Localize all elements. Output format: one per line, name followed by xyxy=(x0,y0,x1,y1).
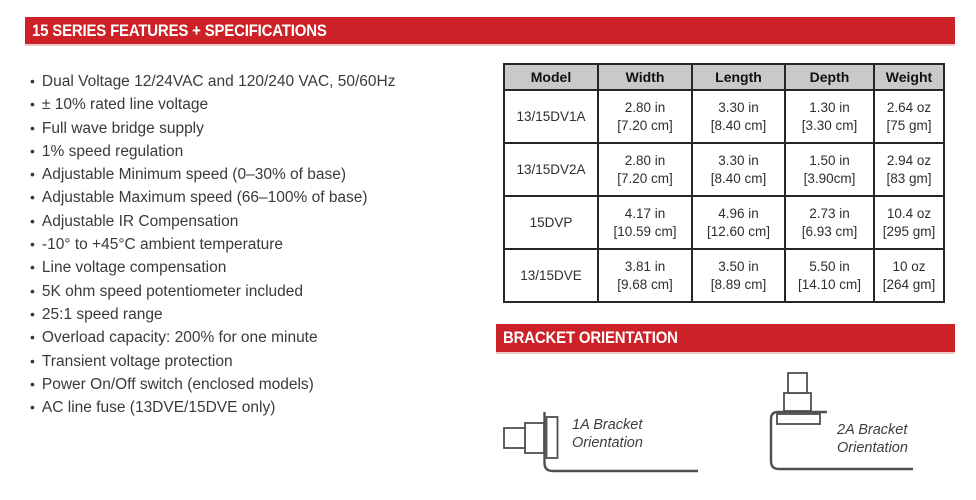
model-cell: 13/15DVE xyxy=(503,248,599,303)
bracket-2a-plate xyxy=(776,413,821,425)
column-header: Width xyxy=(597,63,693,91)
feature-item: Overload capacity: 200% for one minute xyxy=(30,326,500,349)
column-header: Depth xyxy=(784,63,875,91)
feature-item: AC line fuse (13DVE/15DVE only) xyxy=(30,396,500,419)
model-cell: 13/15DV2A xyxy=(503,142,599,197)
table-row: 13/15DV1A 2.80 in [7.20 cm] 3.30 in [8.40 cm… xyxy=(503,89,945,144)
bracket-2a-angle xyxy=(769,410,913,471)
dimension-cell: 2.80 in [7.20 cm] xyxy=(597,142,693,197)
bracket-2a-shaft xyxy=(787,372,808,394)
dimension-cell: 2.94 oz [83 gm] xyxy=(873,142,945,197)
model-cell: 15DVP xyxy=(503,195,599,250)
bracket-2a-label-line1: 2A Bracket xyxy=(837,422,908,438)
dimension-cell: 2.73 in [6.93 cm] xyxy=(784,195,875,250)
bracket-1a-label: 1A Bracket Orientation xyxy=(572,417,643,452)
spec-table-body: 13/15DV1A 2.80 in [7.20 cm] 3.30 in [8.40 cm… xyxy=(503,89,945,303)
features-list: Dual Voltage 12/24VAC and 120/240 VAC, 5… xyxy=(30,70,500,419)
bracket-1a-plate xyxy=(545,416,559,459)
feature-item: 1% speed regulation xyxy=(30,140,500,163)
features-header-title: 15 SERIES FEATURES + SPECIFICATIONS xyxy=(32,20,327,40)
table-row: 13/15DVE 3.81 in [9.68 cm] 3.50 in [8.89 cm]… xyxy=(503,248,945,303)
table-row: 13/15DV2A 2.80 in [7.20 cm] 3.30 in [8.40 cm… xyxy=(503,142,945,197)
dimension-cell: 1.30 in [3.30 cm] xyxy=(784,89,875,144)
bracket-header-title: BRACKET ORIENTATION xyxy=(503,328,678,347)
bracket-2a-diagram xyxy=(769,372,913,471)
feature-item: Dual Voltage 12/24VAC and 120/240 VAC, 5… xyxy=(30,70,500,93)
dimension-cell: 5.50 in [14.10 cm] xyxy=(784,248,875,303)
features-header-bar: 15 SERIES FEATURES + SPECIFICATIONS xyxy=(25,17,955,44)
feature-item: Transient voltage protection xyxy=(30,350,500,373)
column-header: Model xyxy=(503,63,599,91)
bracket-2a-label: 2A Bracket Orientation xyxy=(837,422,908,457)
spec-table-header-row: Model Width Length Depth Weight xyxy=(503,63,945,91)
bracket-header-bar: BRACKET ORIENTATION xyxy=(496,324,955,352)
feature-item: -10° to +45°C ambient temperature xyxy=(30,233,500,256)
dimension-cell: 2.64 oz [75 gm] xyxy=(873,89,945,144)
feature-item: Full wave bridge supply xyxy=(30,117,500,140)
bracket-1a-label-line2: Orientation xyxy=(572,434,643,451)
dimension-cell: 10.4 oz [295 gm] xyxy=(873,195,945,250)
bracket-2a-label-line2: Orientation xyxy=(837,439,908,456)
model-cell: 13/15DV1A xyxy=(503,89,599,144)
dimension-cell: 3.81 in [9.68 cm] xyxy=(597,248,693,303)
feature-item: Power On/Off switch (enclosed models) xyxy=(30,373,500,396)
feature-item: Adjustable IR Compensation xyxy=(30,210,500,233)
dimension-cell: 3.50 in [8.89 cm] xyxy=(691,248,786,303)
dimension-cell: 4.17 in [10.59 cm] xyxy=(597,195,693,250)
column-header: Weight xyxy=(873,63,945,91)
bracket-1a-diagram xyxy=(503,412,698,473)
feature-item: Adjustable Maximum speed (66–100% of bas… xyxy=(30,186,500,209)
bracket-1a-shaft xyxy=(503,427,526,449)
dimension-cell: 4.96 in [12.60 cm] xyxy=(691,195,786,250)
bracket-2a-bushing xyxy=(783,392,812,412)
feature-item: ± 10% rated line voltage xyxy=(30,93,500,116)
feature-item: 5K ohm speed potentiometer included xyxy=(30,280,500,303)
dimension-cell: 3.30 in [8.40 cm] xyxy=(691,142,786,197)
dimension-cell: 3.30 in [8.40 cm] xyxy=(691,89,786,144)
feature-item: Line voltage compensation xyxy=(30,256,500,279)
dimension-cell: 10 oz [264 gm] xyxy=(873,248,945,303)
bracket-1a-label-line1: 1A Bracket xyxy=(572,417,643,433)
table-row: 15DVP 4.17 in [10.59 cm] 4.96 in [12.60 cm] 2… xyxy=(503,195,945,250)
feature-item: 25:1 speed range xyxy=(30,303,500,326)
column-header: Length xyxy=(691,63,786,91)
bracket-1a-bushing xyxy=(524,422,545,454)
dimension-cell: 1.50 in [3.90cm] xyxy=(784,142,875,197)
bracket-1a-angle xyxy=(543,412,698,473)
dimension-cell: 2.80 in [7.20 cm] xyxy=(597,89,693,144)
feature-item: Adjustable Minimum speed (0–30% of base) xyxy=(30,163,500,186)
spec-table: Model Width Length Depth Weight 13/15DV1A 2.8… xyxy=(503,63,945,303)
